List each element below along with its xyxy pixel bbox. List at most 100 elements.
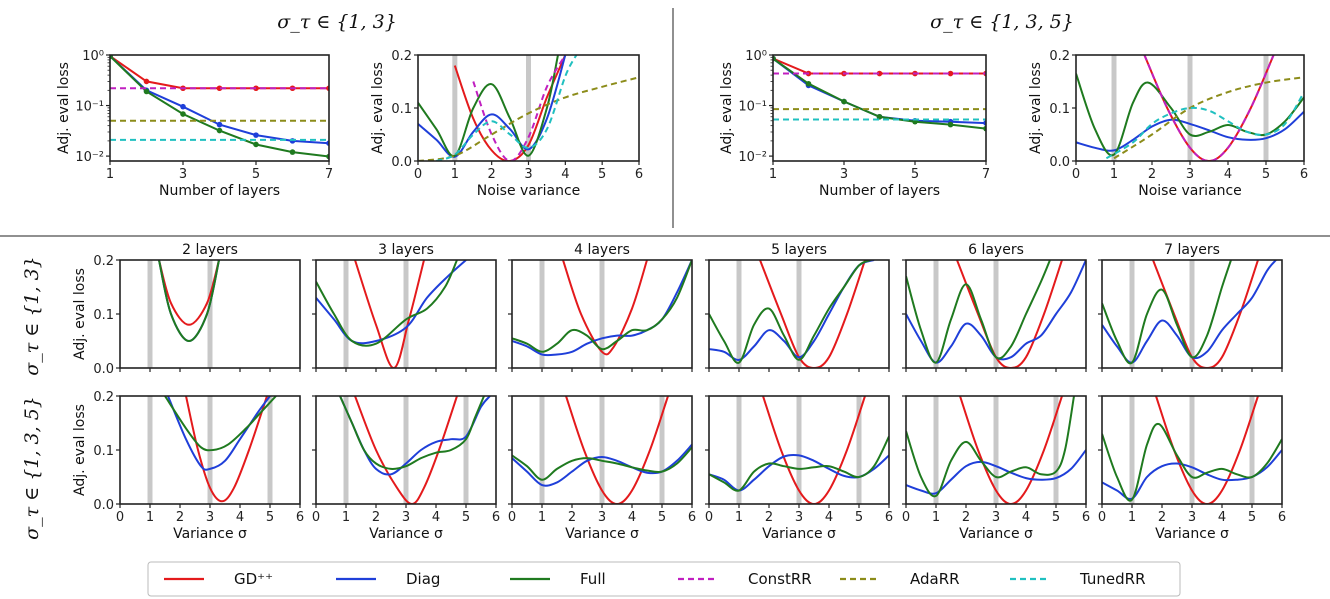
- grid-r2-c1-series-full: [164, 396, 277, 452]
- grid-r2-c4-xtick-label-5: 5: [855, 510, 863, 525]
- noise13-ylabel: Adj. eval loss: [370, 62, 386, 154]
- grid-r1-c4-title: 5 layers: [771, 242, 827, 258]
- grid-r2-c2-vband-2: [463, 396, 469, 504]
- grid-r1-c2-plot-area: [316, 260, 467, 368]
- grid-r2-c5-xtick-label-0: 0: [902, 510, 910, 525]
- grid-r2-c1-vband-2: [267, 396, 273, 504]
- grid-r2-c6-xtick-label-6: 6: [1278, 510, 1286, 525]
- noise135-xtick-label-5: 5: [1262, 167, 1270, 182]
- grid-r2-c3-series-gd: [565, 396, 669, 504]
- grid-r2-c5-plot-area: [906, 396, 1086, 504]
- layers135-point-full-2: [841, 98, 847, 105]
- layers13-xtick-label-1: 3: [179, 167, 187, 182]
- top-left-title: σ_τ ∈ {1, 3}: [277, 11, 397, 33]
- grid-r1-c5-vband-0: [933, 260, 939, 368]
- grid-r2-c2-plot-area: [339, 396, 491, 504]
- noise135-plot-area: [1076, 55, 1304, 161]
- grid-r1-c2: 3 layers: [312, 242, 497, 372]
- grid-r2-c6: 0 1 2 3 4 5 6 Variance σ: [1098, 395, 1286, 542]
- noise13-vband-1: [526, 55, 531, 161]
- noise135-xtick-label-6: 6: [1300, 167, 1308, 182]
- noise13-xtick-label-0: 0: [414, 167, 422, 182]
- noise135-series-gd: [1143, 55, 1275, 161]
- layers13-point-gd-4: [253, 85, 259, 92]
- grid-r1-c3-plot-area: [512, 260, 692, 368]
- grid-r1-c6-series-full: [1102, 260, 1232, 365]
- grid-r2-c2-xtick-label-3: 3: [402, 510, 410, 525]
- grid-r2-c6-series-full: [1102, 422, 1282, 502]
- layers135-xtick-label-0: 1: [769, 167, 777, 182]
- grid-r2-c3-plot-area: [512, 396, 692, 504]
- noise13-xtick-label-6: 6: [635, 167, 643, 182]
- noise13-vband-0: [452, 55, 458, 161]
- grid-r2-c6-vband-1: [1189, 396, 1195, 504]
- grid-r1-c6-series-diag: [1102, 260, 1277, 364]
- grid-r2-c3-xtick-label-6: 6: [688, 510, 696, 525]
- layers13-ytick-label-1: 10⁻¹: [75, 100, 104, 115]
- noise135-ytick-label-1: 0.1: [1049, 102, 1070, 117]
- legend-label-tunedrr: TunedRR: [1079, 570, 1146, 588]
- grid-r2-c6-xtick-label-4: 4: [1218, 510, 1226, 525]
- grid-r1-c3-vband-0: [539, 260, 545, 368]
- noise135-xtick-label-2: 2: [1148, 167, 1156, 182]
- layers13-point-full-4: [253, 141, 259, 148]
- layers13-point-full-5: [289, 149, 296, 155]
- grid-r2-c5-xtick-label-2: 2: [962, 510, 970, 525]
- noise135-ytick-label-0: 0.0: [1049, 155, 1070, 170]
- grid-r2-c5-vband-0: [933, 396, 939, 504]
- legend-label-diag: Diag: [406, 570, 440, 588]
- noise135-series-diag: [1076, 110, 1304, 152]
- noise13-xtick-label-4: 4: [561, 167, 569, 182]
- grid-r2-c6-xtick-label-0: 0: [1098, 510, 1106, 525]
- grid-r1-c1-series-gd: [158, 260, 220, 326]
- layers135-point-full-5: [947, 121, 954, 128]
- grid-r1-c5-title: 6 layers: [968, 242, 1024, 258]
- layers13-point-diag-3: [216, 121, 223, 128]
- grid-r1-c2-vband-1: [403, 260, 409, 368]
- noise135-xlabel: Noise variance: [1138, 183, 1242, 199]
- noise135-xtick-label-0: 0: [1072, 167, 1080, 182]
- grid-r1-c6: 7 layers: [1098, 242, 1283, 372]
- noise135-ytick-label-2: 0.2: [1049, 49, 1070, 64]
- grid-r2-c1-xlabel: Variance σ: [173, 526, 247, 542]
- layers13-ytick-label-2: 10⁰: [82, 49, 104, 64]
- grid-r2-c4-vband-1: [796, 396, 802, 504]
- grid-r1-c3-series-full: [512, 260, 692, 353]
- grid-r2-c4-xtick-label-2: 2: [765, 510, 773, 525]
- grid-r2-c3-vband-1: [599, 396, 605, 504]
- grid-r2-c5: 0 1 2 3 4 5 6 Variance σ: [902, 395, 1090, 542]
- grid-r2-c4-series-gd: [762, 396, 866, 504]
- layers135-plot-area: [773, 55, 986, 132]
- grid-r2-c3-xtick-label-1: 1: [538, 510, 546, 525]
- grid-r2-c2-xtick-label-0: 0: [312, 510, 320, 525]
- grid-r1-c5-series-gd: [956, 260, 1063, 368]
- layers13-point-full-1: [143, 88, 150, 95]
- grid-r2-c2-xtick-label-4: 4: [432, 510, 440, 525]
- noise13-series-gd: [453, 55, 567, 161]
- layers13-point-diag-2: [180, 103, 186, 110]
- grid-r2-c2-xlabel: Variance σ: [369, 526, 443, 542]
- layers13-plot-area: [110, 55, 329, 160]
- grid-r2-c1-ytick-label-2: 0.2: [93, 390, 114, 405]
- grid-r2-c5-xtick-label-4: 4: [1022, 510, 1030, 525]
- grid-r2-c4-xtick-label-3: 3: [795, 510, 803, 525]
- layers13-point-diag-4: [253, 132, 259, 138]
- layers13-xlabel: Number of layers: [159, 183, 280, 199]
- layers13-xtick-label-2: 5: [252, 167, 260, 182]
- grid-r1-c5: 6 layers: [902, 242, 1087, 372]
- grid-r2-c6-vband-0: [1129, 396, 1135, 504]
- layers135-xlabel: Number of layers: [819, 183, 940, 199]
- grid-r1-c1-vband-0: [147, 260, 153, 368]
- layers13-ylabel: Adj. eval loss: [56, 62, 72, 154]
- grid-r2-c2-xtick-label-2: 2: [372, 510, 380, 525]
- grid-r1-c1-plot-area: [147, 260, 220, 368]
- grid-r2-c6-xtick-label-5: 5: [1248, 510, 1256, 525]
- grid-r1-c1: 0.0 0.1 0.2 Adj. eval loss 2 layers: [72, 242, 301, 377]
- grid-r2-c5-xtick-label-6: 6: [1082, 510, 1090, 525]
- grid-r2-c6-xtick-label-1: 1: [1128, 510, 1136, 525]
- bottom-row2-label: σ_τ ∈ {1, 3, 5}: [21, 396, 43, 540]
- noise135-series-adarr: [1113, 76, 1304, 160]
- grid-r1-c3: 4 layers: [508, 242, 693, 372]
- layers13-xtick-label-0: 1: [106, 167, 114, 182]
